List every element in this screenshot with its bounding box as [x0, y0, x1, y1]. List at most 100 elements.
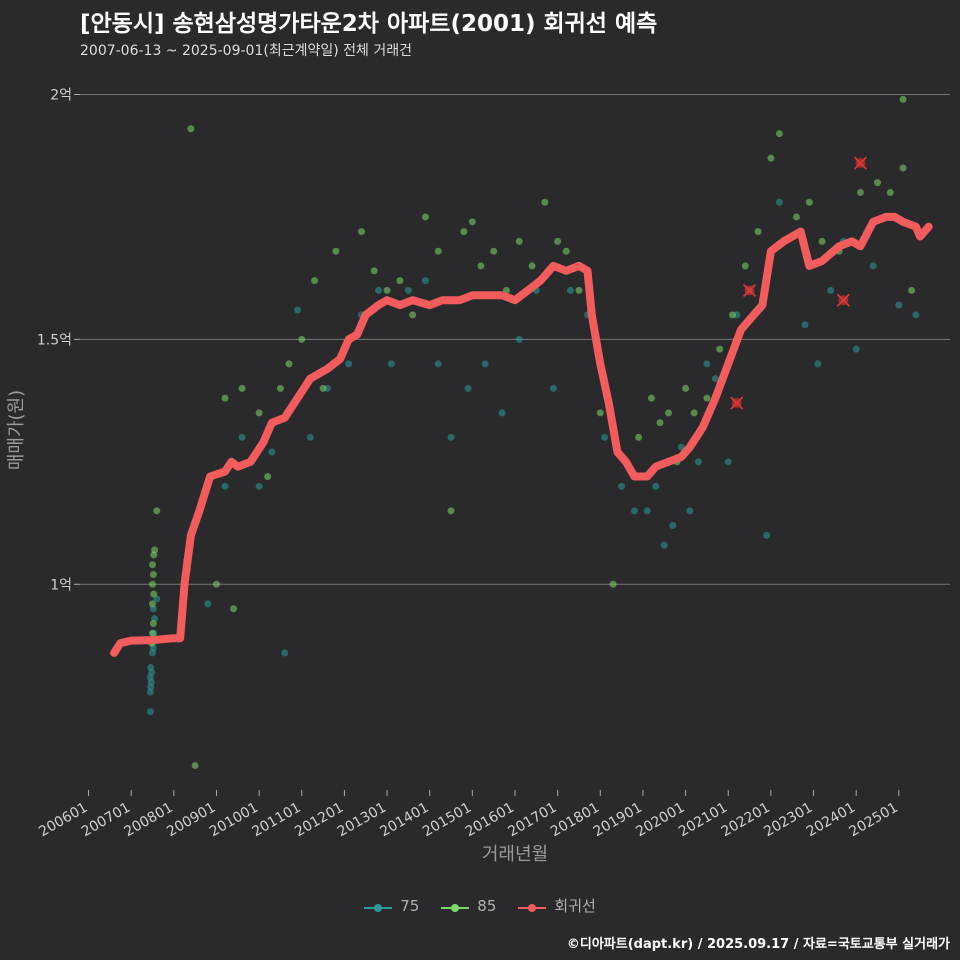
point-85 — [357, 228, 365, 236]
point-75 — [404, 286, 412, 294]
point-85 — [741, 262, 749, 270]
point-85 — [332, 247, 340, 255]
point-75 — [268, 448, 276, 456]
point-75 — [711, 375, 719, 383]
point-85 — [716, 345, 724, 353]
x-axis-ticks: 2006012007012008012009012010012011012012… — [36, 790, 901, 840]
point-85 — [554, 237, 562, 245]
point-85 — [409, 311, 417, 319]
point-75 — [814, 360, 822, 368]
point-85 — [434, 247, 442, 255]
grid-lines — [80, 93, 950, 585]
point-75 — [255, 482, 263, 490]
point-85 — [874, 179, 881, 187]
point-85 — [149, 561, 156, 569]
trend-line — [110, 212, 933, 657]
chart-subtitle: 2007-06-13 ~ 2025-09-01(최근계약일) 전체 거래건 — [80, 43, 412, 59]
point-85 — [298, 335, 306, 343]
outlier-cross-icon — [836, 293, 850, 307]
outlier-cross-icon — [730, 396, 744, 410]
scatter-points — [146, 95, 920, 770]
point-85 — [665, 409, 673, 417]
point-75 — [669, 522, 677, 530]
point-85 — [818, 237, 826, 245]
point-85 — [490, 247, 498, 255]
point-75 — [601, 433, 609, 441]
point-85 — [187, 125, 195, 133]
point-85 — [767, 154, 775, 162]
chart-title: [안동시] 송현삼성명가타운2차 아파트(2001) 회귀선 예측 — [80, 11, 658, 37]
legend-item-85: 85 — [441, 895, 496, 916]
legend-key-75-icon — [364, 900, 393, 912]
y-tick-label: 1.5억 — [37, 332, 72, 348]
point-85 — [899, 164, 907, 172]
point-75 — [694, 458, 702, 466]
point-75 — [498, 409, 506, 417]
point-85 — [805, 198, 813, 206]
point-75 — [618, 482, 626, 490]
point-85 — [149, 619, 157, 627]
y-tick-label: 2억 — [50, 87, 72, 103]
outlier-cross-icon — [742, 283, 757, 297]
y-axis-ticks: 1억 1.5억 2억 — [37, 87, 80, 593]
point-85 — [609, 580, 617, 588]
point-75 — [515, 335, 523, 343]
point-75 — [895, 301, 903, 309]
point-85 — [319, 384, 327, 392]
point-75 — [345, 360, 353, 368]
point-85 — [468, 218, 476, 226]
point-85 — [575, 286, 583, 294]
point-85 — [396, 277, 404, 285]
point-75 — [801, 321, 809, 329]
point-85 — [775, 130, 783, 138]
point-85 — [191, 762, 199, 770]
point-75 — [643, 507, 651, 515]
point-85 — [221, 394, 229, 402]
point-85 — [515, 237, 523, 245]
point-75 — [294, 306, 301, 314]
point-75 — [147, 664, 155, 672]
point-85 — [264, 473, 272, 481]
point-85 — [153, 507, 161, 515]
point-85 — [311, 277, 319, 285]
point-85 — [562, 247, 570, 255]
x-axis-label: 거래년월 — [482, 844, 548, 865]
legend-label-trend: 회귀선 — [554, 897, 596, 915]
point-85 — [149, 580, 156, 588]
point-85 — [682, 384, 690, 392]
point-75 — [660, 541, 668, 549]
point-85 — [477, 262, 485, 270]
point-75 — [375, 286, 383, 294]
point-85 — [149, 570, 157, 578]
point-85 — [541, 198, 549, 206]
point-85 — [754, 228, 762, 236]
y-axis-label: 매매가(원) — [6, 390, 27, 470]
point-75 — [306, 433, 314, 441]
legend-key-trend-icon — [518, 900, 547, 912]
point-75 — [775, 198, 783, 206]
point-75 — [852, 345, 860, 353]
point-75 — [204, 600, 212, 608]
point-85 — [255, 409, 263, 417]
outlier-cross-icon — [853, 156, 868, 170]
point-75 — [146, 708, 154, 716]
point-85 — [460, 228, 468, 236]
legend-item-75: 75 — [364, 895, 419, 916]
legend-key-85-icon — [441, 900, 470, 912]
point-75 — [281, 649, 289, 657]
legend: 75 85 회귀선 — [0, 895, 960, 916]
point-85 — [212, 580, 220, 588]
source-credit: ©디아파트(dapt.kr) / 2025.09.17 / 자료=국토교통부 실… — [566, 937, 950, 952]
legend-item-trend: 회귀선 — [518, 895, 596, 916]
trend-line-group — [110, 212, 933, 657]
point-85 — [792, 213, 800, 221]
point-75 — [421, 277, 429, 285]
point-75 — [464, 384, 472, 392]
point-75 — [869, 262, 877, 270]
point-85 — [150, 590, 158, 598]
point-85 — [656, 419, 664, 427]
point-75 — [221, 482, 229, 490]
point-85 — [238, 384, 246, 392]
point-75 — [703, 360, 711, 368]
point-75 — [238, 433, 246, 441]
